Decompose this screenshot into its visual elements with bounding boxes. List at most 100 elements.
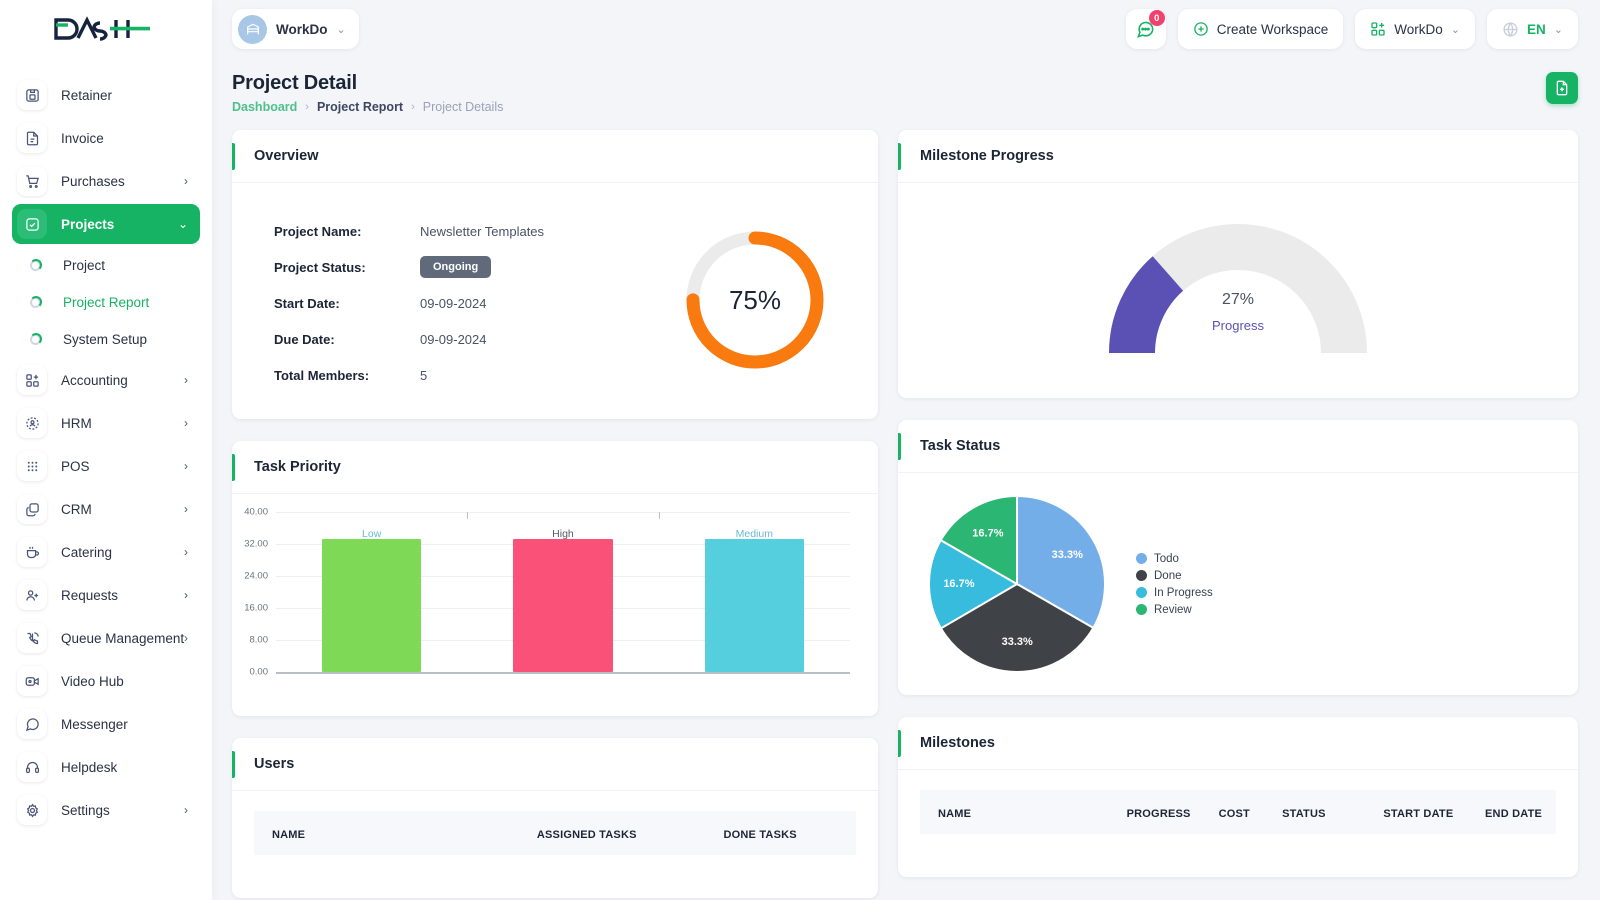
sidebar-item-project-report[interactable]: Project Report (12, 284, 200, 320)
chevron-right-icon: › (184, 373, 188, 387)
col-name[interactable]: NAME (938, 808, 972, 820)
brand-logo[interactable] (0, 0, 212, 58)
create-workspace-label: Create Workspace (1216, 21, 1329, 37)
bar-series: Low High Medium (276, 512, 850, 672)
field-total-members: Total Members: 5 (274, 357, 632, 393)
sidebar-item-helpdesk[interactable]: Helpdesk (12, 747, 200, 787)
bar[interactable] (321, 538, 422, 672)
bullet-dot-icon (29, 259, 42, 271)
globe-icon (1503, 21, 1518, 37)
field-value: 09-09-2024 (420, 295, 487, 311)
phone-call-icon (17, 623, 47, 653)
create-workspace-button[interactable]: Create Workspace (1177, 9, 1344, 49)
left-column: Overview Project Name: Newsletter Templa… (232, 130, 878, 898)
col-start-date[interactable]: START DATE (1383, 808, 1454, 820)
sidebar-nav[interactable]: Retainer Invoice Purchases › Project (0, 58, 212, 900)
col-assigned-tasks[interactable]: ASSIGNED TASKS (536, 829, 637, 841)
sidebar-item-video-hub[interactable]: Video Hub (12, 661, 200, 701)
donut-chart-svg (686, 231, 824, 369)
x-axis-tick-label[interactable]: High (552, 528, 574, 540)
users-title: Users (254, 756, 295, 772)
sidebar-item-crm[interactable]: CRM › (12, 489, 200, 529)
language-code: EN (1527, 21, 1546, 37)
overview-title: Overview (254, 148, 319, 164)
legend-item-in-progress[interactable]: In Progress (1136, 587, 1213, 599)
sidebar-item-messenger[interactable]: Messenger (12, 704, 200, 744)
pie-legend: Todo Done In Progress Review (1136, 553, 1213, 616)
sidebar-item-queue-management[interactable]: Queue Management › (12, 618, 200, 658)
page-header: Project Detail Dashboard › Project Repor… (232, 72, 1578, 114)
task-status-chart: 33.3% 33.3% 16.7% 16.7% Todo Done In Progress… (898, 473, 1578, 695)
workspace-switch-button[interactable]: WorkDo ⌄ (1355, 9, 1476, 49)
legend-item-todo[interactable]: Todo (1136, 553, 1213, 565)
sidebar-item-label: Helpdesk (61, 759, 118, 775)
col-name[interactable]: NAME (272, 829, 306, 841)
chat-bubble-icon (17, 709, 47, 739)
legend-item-review[interactable]: Review (1136, 604, 1213, 616)
video-camera-icon (17, 666, 47, 696)
workspace-selector[interactable]: WorkDo ⌄ (232, 9, 359, 49)
sidebar-item-project[interactable]: Project (12, 247, 200, 283)
col-progress[interactable]: PROGRESS (1126, 808, 1191, 820)
y-axis-tick-label: 40.00 (244, 506, 268, 518)
chevron-down-icon: ⌄ (336, 23, 346, 36)
language-selector[interactable]: EN ⌄ (1487, 9, 1578, 49)
col-cost[interactable]: COST (1218, 808, 1250, 820)
milestones-table-body: NAME PROGRESS COST STATUS START DATE END… (898, 770, 1578, 834)
coffee-cup-icon (17, 537, 47, 567)
sidebar-item-label: Project Report (63, 294, 150, 310)
sidebar-item-catering[interactable]: Catering › (12, 532, 200, 572)
bar-group-low[interactable]: Low (276, 512, 467, 672)
sidebar-item-projects[interactable]: Projects ⌄ (12, 204, 200, 244)
pie-slice-review[interactable] (939, 494, 1018, 586)
legend-item-done[interactable]: Done (1136, 570, 1213, 582)
col-end-date[interactable]: END DATE (1485, 808, 1543, 820)
field-start-date: Start Date: 09-09-2024 (274, 285, 632, 321)
sidebar-item-settings[interactable]: Settings › (12, 790, 200, 830)
bar-group-medium[interactable]: Medium (658, 512, 850, 672)
messages-button[interactable]: 0 (1125, 9, 1166, 49)
gauge-value: 27% (1221, 291, 1255, 308)
legend-color-dot-icon (1136, 553, 1147, 564)
plus-circle-icon (1193, 22, 1208, 36)
x-axis-tick-label[interactable]: Medium (735, 528, 773, 540)
sidebar-item-hrm[interactable]: HRM › (12, 403, 200, 443)
gauge-label: Progress (1211, 318, 1265, 333)
sidebar-item-label: Purchases (61, 173, 125, 189)
breadcrumb-dashboard[interactable]: Dashboard (232, 100, 298, 114)
pie-slice-todo[interactable] (1016, 494, 1106, 630)
breadcrumb-project-report[interactable]: Project Report (316, 100, 404, 114)
chevron-right-icon: › (184, 588, 188, 602)
bar[interactable] (704, 538, 805, 672)
sidebar-item-retainer[interactable]: Retainer (12, 75, 200, 115)
field-due-date: Due Date: 09-09-2024 (274, 321, 632, 357)
overview-body: Project Name: Newsletter Templates Proje… (232, 183, 878, 419)
export-document-button[interactable] (1546, 72, 1578, 104)
sidebar-item-invoice[interactable]: Invoice (12, 118, 200, 158)
sidebar-item-purchases[interactable]: Purchases › (12, 161, 200, 201)
sidebar-item-label: Video Hub (61, 673, 124, 689)
pie-slice-in-progress[interactable] (928, 538, 1019, 630)
col-done-tasks[interactable]: DONE TASKS (723, 829, 797, 841)
col-status[interactable]: STATUS (1282, 808, 1326, 820)
breadcrumb-current: Project Details (422, 100, 504, 114)
field-value: 09-09-2024 (420, 331, 487, 347)
sidebar-item-label: Project (63, 257, 106, 273)
sidebar-item-system-setup[interactable]: System Setup (12, 321, 200, 357)
legend-color-dot-icon (1136, 587, 1147, 598)
bar-group-high[interactable]: High (467, 512, 658, 672)
x-axis-tick-label[interactable]: Low (362, 528, 382, 540)
sidebar-item-requests[interactable]: Requests › (12, 575, 200, 615)
sidebar-item-label: Messenger (61, 716, 128, 732)
right-column: Milestone Progress 27% Progress (898, 130, 1578, 898)
x-axis-tick (467, 512, 469, 519)
sidebar-item-label: Requests (61, 587, 119, 603)
workspace-name: WorkDo (276, 21, 328, 37)
pie-slice-done[interactable] (939, 582, 1095, 673)
topbar: WorkDo ⌄ 0 Create Workspace WorkDo ⌄ EN … (212, 0, 1600, 58)
project-progress-donut-wrap: 75% (632, 207, 878, 393)
sidebar-item-accounting[interactable]: Accounting › (12, 360, 200, 400)
legend-color-dot-icon (1136, 604, 1147, 615)
sidebar-item-pos[interactable]: POS › (12, 446, 200, 486)
bar[interactable] (513, 538, 613, 672)
